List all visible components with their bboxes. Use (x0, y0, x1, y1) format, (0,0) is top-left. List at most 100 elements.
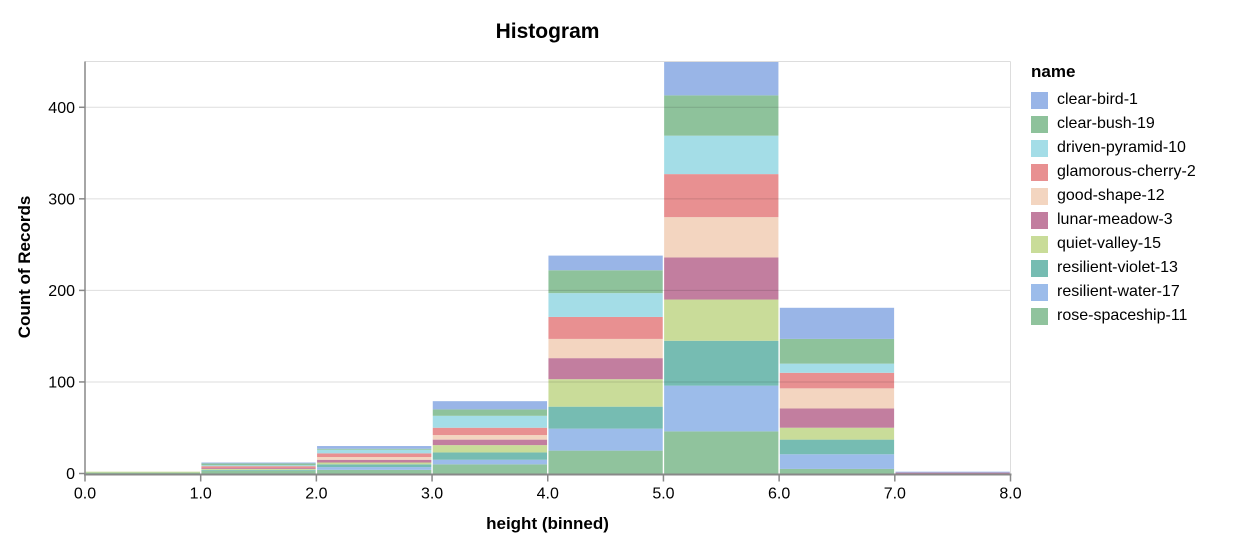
bar-segment-clear-bush-19-bin6 (779, 338, 895, 364)
bar-segment-driven-pyramid-10-bin2 (317, 449, 432, 454)
bar-segment-good-shape-12-bin5 (664, 217, 779, 258)
bar-segment-lunar-meadow-3-bin5 (664, 257, 779, 300)
legend-swatch-icon (1031, 139, 1048, 157)
bar-segment-clear-bird-1-bin2 (317, 446, 432, 449)
legend-item-lunar-meadow-3: lunar-meadow-3 (1031, 208, 1196, 232)
bar-segment-quiet-valley-15-bin6 (779, 427, 895, 440)
x-tick-label-4.0: 4.0 (537, 486, 559, 503)
bar-segment-glamorous-cherry-2-bin5 (664, 174, 779, 218)
legend-item-label: clear-bird-1 (1057, 91, 1138, 108)
bar-segment-rose-spaceship-11-bin2 (317, 469, 432, 474)
y-tick-label-200: 200 (48, 283, 75, 300)
bar-segment-good-shape-12-bin6 (779, 388, 895, 409)
legend-swatch-icon (1031, 91, 1048, 109)
bar-segment-quiet-valley-15-bin0 (85, 471, 200, 473)
bar-segment-resilient-water-17-bin5 (664, 385, 779, 432)
bar-segment-clear-bird-1-bin3 (432, 401, 548, 410)
bar-segment-rose-spaceship-11-bin0 (85, 472, 200, 474)
x-tick-label-8.0: 8.0 (999, 486, 1021, 503)
x-tick-label-1.0: 1.0 (190, 486, 212, 503)
legend-item-resilient-violet-13: resilient-violet-13 (1031, 256, 1196, 280)
legend-item-driven-pyramid-10: driven-pyramid-10 (1031, 136, 1196, 160)
bar-segment-good-shape-12-bin4 (548, 338, 663, 359)
bar-segment-driven-pyramid-10-bin5 (664, 135, 779, 175)
legend-swatch-icon (1031, 187, 1048, 205)
legend-item-label: lunar-meadow-3 (1057, 211, 1173, 228)
bar-segment-quiet-valley-15-bin1 (201, 468, 316, 470)
bar-segment-glamorous-cherry-2-bin4 (548, 316, 663, 339)
y-tick-label-400: 400 (48, 100, 75, 117)
y-tick-label-100: 100 (48, 375, 75, 392)
bar-segment-clear-bush-19-bin3 (432, 409, 548, 416)
x-tick-label-7.0: 7.0 (884, 486, 906, 503)
bar-segment-good-shape-12-bin2 (317, 457, 432, 460)
legend-item-label: clear-bush-19 (1057, 115, 1155, 132)
bar-segment-glamorous-cherry-2-bin6 (779, 372, 895, 389)
legend-item-rose-spaceship-11: rose-spaceship-11 (1031, 304, 1196, 328)
legend-item-glamorous-cherry-2: glamorous-cherry-2 (1031, 160, 1196, 184)
x-tick-label-3.0: 3.0 (421, 486, 443, 503)
bar-segment-glamorous-cherry-2-bin1 (201, 466, 316, 469)
bar-segment-clear-bush-19-bin5 (664, 95, 779, 136)
legend-item-quiet-valley-15: quiet-valley-15 (1031, 232, 1196, 256)
bar-segment-driven-pyramid-10-bin3 (432, 415, 548, 428)
legend-item-label: rose-spaceship-11 (1057, 307, 1188, 324)
bar-segment-resilient-water-17-bin2 (317, 467, 432, 470)
legend-swatch-icon (1031, 163, 1048, 181)
legend-item-label: resilient-violet-13 (1057, 259, 1178, 276)
legend-swatch-icon (1031, 235, 1048, 253)
x-tick-label-2.0: 2.0 (305, 486, 327, 503)
bar-segment-resilient-violet-13-bin4 (548, 406, 663, 429)
bar-segment-good-shape-12-bin3 (432, 435, 548, 440)
legend-swatch-icon (1031, 115, 1048, 133)
bar-segment-clear-bush-19-bin4 (548, 270, 663, 294)
bar-segment-rose-spaceship-11-bin4 (548, 450, 663, 474)
y-axis-title: Count of Records (15, 195, 34, 339)
bar-segment-clear-bird-1-bin4 (548, 255, 663, 271)
bar-segment-resilient-violet-13-bin3 (432, 452, 548, 460)
chart-title: Histogram (495, 20, 600, 43)
bar-segment-driven-pyramid-10-bin6 (779, 363, 895, 373)
bar-segment-lunar-meadow-3-bin2 (317, 459, 432, 463)
bar-segment-clear-bird-1-bin1 (201, 462, 316, 464)
bar-segment-driven-pyramid-10-bin4 (548, 293, 663, 317)
bar-segment-clear-bird-1-bin7 (895, 471, 1010, 473)
bar-segment-rose-spaceship-11-bin1 (201, 470, 316, 474)
bar-segment-resilient-water-17-bin3 (432, 459, 548, 465)
bar-segment-glamorous-cherry-2-bin2 (317, 453, 432, 458)
legend-item-good-shape-12: good-shape-12 (1031, 184, 1196, 208)
legend-item-label: resilient-water-17 (1057, 283, 1180, 300)
bar-segment-resilient-violet-13-bin5 (664, 340, 779, 386)
y-tick-label-0: 0 (66, 466, 75, 483)
bar-segment-rose-spaceship-11-bin3 (432, 464, 548, 474)
bar-segment-quiet-valley-15-bin4 (548, 379, 663, 407)
bar-segment-lunar-meadow-3-bin6 (779, 408, 895, 428)
legend-item-resilient-water-17: resilient-water-17 (1031, 280, 1196, 304)
legend-item-label: good-shape-12 (1057, 187, 1165, 204)
legend-swatch-icon (1031, 259, 1048, 277)
bar-segment-clear-bird-1-bin6 (779, 307, 895, 339)
bar-segment-resilient-water-17-bin4 (548, 428, 663, 451)
legend-swatch-icon (1031, 307, 1048, 325)
legend-item-label: quiet-valley-15 (1057, 235, 1162, 252)
bar-segment-resilient-violet-13-bin1 (201, 469, 316, 471)
bar-segment-resilient-violet-13-bin2 (317, 464, 432, 468)
legend-item-clear-bird-1: clear-bird-1 (1031, 88, 1196, 112)
legend-swatch-icon (1031, 283, 1048, 301)
bar-segment-clear-bush-19-bin1 (201, 463, 316, 466)
bar-segment-resilient-water-17-bin6 (779, 454, 895, 469)
legend-item-label: glamorous-cherry-2 (1057, 163, 1196, 180)
legend-swatch-icon (1031, 211, 1048, 229)
bar-segment-driven-pyramid-10-bin1 (201, 465, 316, 467)
bar-segment-resilient-violet-13-bin6 (779, 439, 895, 455)
bar-segment-quiet-valley-15-bin5 (664, 299, 779, 341)
x-axis-title: height (binned) (486, 514, 609, 533)
y-tick-label-300: 300 (48, 191, 75, 208)
bar-segment-lunar-meadow-3-bin4 (548, 358, 663, 380)
bar-segment-lunar-meadow-3-bin7 (895, 472, 1010, 474)
bar-segment-clear-bird-1-bin5 (664, 61, 779, 96)
bar-segment-lunar-meadow-3-bin1 (201, 468, 316, 469)
bar-segment-lunar-meadow-3-bin3 (432, 439, 548, 446)
